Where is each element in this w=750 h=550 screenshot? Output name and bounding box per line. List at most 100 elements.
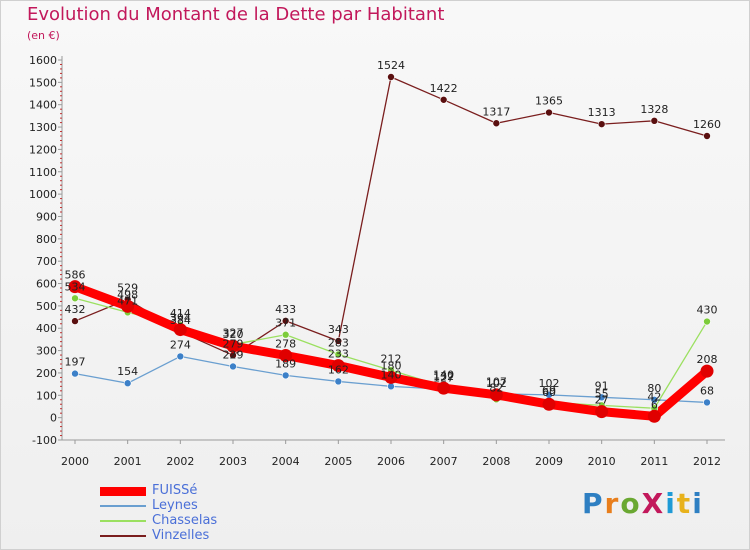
data-label: 1328 bbox=[640, 103, 668, 116]
data-label: 42 bbox=[647, 390, 661, 403]
data-label: 91 bbox=[595, 379, 609, 392]
y-tick-label: 1500 bbox=[29, 76, 57, 89]
data-label: 189 bbox=[275, 357, 296, 370]
data-label: 1365 bbox=[535, 95, 563, 108]
data-label: 68 bbox=[700, 384, 714, 397]
brand-letter: P bbox=[582, 487, 605, 520]
data-label: 102 bbox=[539, 377, 560, 390]
data-point bbox=[281, 317, 290, 325]
data-label: 1422 bbox=[430, 82, 458, 95]
data-label: 433 bbox=[275, 303, 296, 316]
data-point bbox=[281, 371, 290, 380]
data-label: 320 bbox=[223, 328, 244, 341]
data-point bbox=[281, 330, 290, 339]
x-tick-label: 2004 bbox=[272, 455, 300, 468]
data-point bbox=[71, 369, 79, 378]
data-label: 471 bbox=[117, 294, 138, 307]
legend-swatch bbox=[100, 505, 146, 507]
data-point bbox=[121, 299, 135, 313]
y-tick-label: 700 bbox=[36, 255, 57, 268]
y-tick-label: 600 bbox=[36, 278, 57, 291]
x-tick-label: 2012 bbox=[693, 455, 721, 468]
data-label: 162 bbox=[328, 363, 349, 376]
data-label: 430 bbox=[697, 304, 718, 317]
data-point bbox=[700, 364, 714, 378]
data-label: 233 bbox=[328, 348, 349, 361]
data-point bbox=[595, 405, 609, 419]
data-point bbox=[597, 393, 606, 402]
data-label: 212 bbox=[381, 352, 402, 365]
y-tick-label: 1600 bbox=[29, 54, 57, 67]
data-label: 278 bbox=[275, 338, 296, 351]
data-point bbox=[334, 350, 343, 359]
data-labels: 432 529 384 279 433 343 1524 1422 1317 1365 1313 13… bbox=[65, 59, 722, 411]
y-tick-label: 1100 bbox=[29, 166, 57, 179]
legend-label: FUISSé bbox=[152, 483, 198, 498]
data-point bbox=[597, 120, 606, 128]
data-label: 27 bbox=[595, 394, 609, 407]
legend-label: Chasselas bbox=[152, 513, 218, 528]
series-markers bbox=[68, 73, 714, 423]
data-point bbox=[279, 349, 293, 363]
data-point bbox=[387, 73, 395, 81]
data-point bbox=[647, 409, 661, 423]
legend-label: Vinzelles bbox=[152, 528, 210, 543]
x-tick-label: 2010 bbox=[588, 455, 616, 468]
data-label: 498 bbox=[117, 288, 138, 301]
data-label: 384 bbox=[170, 314, 191, 327]
data-point bbox=[173, 323, 187, 337]
data-point bbox=[71, 317, 79, 325]
data-point bbox=[68, 280, 82, 294]
legend-swatch bbox=[100, 535, 146, 537]
data-label: 327 bbox=[223, 327, 244, 340]
data-point bbox=[489, 388, 503, 402]
y-tick-label: 0 bbox=[50, 412, 57, 425]
x-tick-label: 2003 bbox=[219, 455, 247, 468]
y-tick-label: 1400 bbox=[29, 99, 57, 112]
x-tick-label: 2009 bbox=[535, 455, 563, 468]
data-point bbox=[542, 397, 556, 411]
data-label: 140 bbox=[433, 368, 454, 381]
y-tick-label: 900 bbox=[36, 210, 57, 223]
data-label: 1260 bbox=[693, 118, 721, 131]
data-point bbox=[226, 339, 240, 353]
data-point bbox=[650, 395, 659, 404]
legend-label: Leynes bbox=[152, 498, 198, 513]
data-label: 529 bbox=[117, 281, 138, 294]
data-label: 60 bbox=[542, 386, 556, 399]
data-label: 80 bbox=[647, 382, 661, 395]
data-label: 414 bbox=[170, 307, 191, 320]
data-label: 432 bbox=[65, 303, 86, 316]
x-tick-label: 2011 bbox=[640, 455, 668, 468]
data-point bbox=[439, 95, 448, 104]
y-tick-label: 1200 bbox=[29, 143, 57, 156]
data-label: 180 bbox=[381, 359, 402, 372]
data-point bbox=[123, 379, 132, 388]
data-label: 586 bbox=[65, 269, 86, 282]
data-point bbox=[229, 362, 237, 371]
brand-letter: X bbox=[641, 487, 666, 520]
data-label: 6 bbox=[651, 398, 658, 411]
data-label: 534 bbox=[65, 280, 86, 293]
legend-swatch bbox=[100, 520, 146, 522]
data-point bbox=[545, 108, 553, 117]
chart-title: Evolution du Montant de la Dette par Hab… bbox=[27, 4, 445, 25]
data-label: 208 bbox=[697, 353, 718, 366]
data-label: 274 bbox=[170, 338, 191, 351]
brand-logo: ProXiti bbox=[582, 487, 704, 520]
data-label: 1524 bbox=[377, 59, 405, 72]
data-point bbox=[331, 359, 345, 373]
y-tick-label: 1300 bbox=[29, 121, 57, 134]
y-tick-label: 400 bbox=[36, 322, 57, 335]
data-point bbox=[703, 317, 711, 326]
data-point bbox=[703, 132, 711, 140]
data-label: 107 bbox=[486, 376, 507, 389]
data-point bbox=[703, 398, 711, 407]
data-label: 1317 bbox=[482, 105, 510, 118]
x-tick-label: 2000 bbox=[61, 455, 89, 468]
data-label: 197 bbox=[65, 356, 86, 369]
y-tick-label: 100 bbox=[36, 389, 57, 402]
x-tick-label: 2008 bbox=[482, 455, 510, 468]
y-tick-label: 1000 bbox=[29, 188, 57, 201]
